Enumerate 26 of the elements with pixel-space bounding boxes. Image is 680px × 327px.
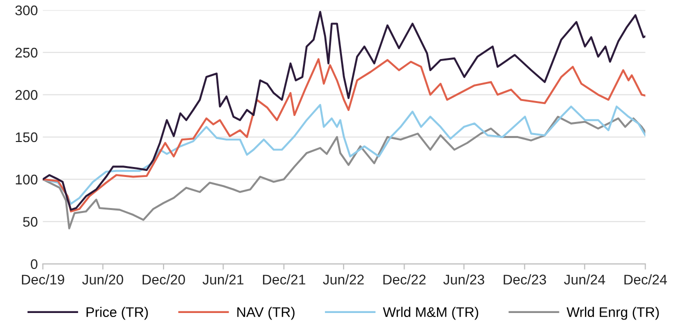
y-tick-label: 0 xyxy=(30,259,38,270)
x-tick-label: Dec/21 xyxy=(263,274,306,285)
x-tick-label: Dec/20 xyxy=(142,274,185,285)
y-tick-label: 250 xyxy=(16,48,38,58)
line-series xyxy=(42,116,646,230)
x-tick-label: Dec/19 xyxy=(22,274,64,285)
y-tick-label: 150 xyxy=(16,132,38,142)
legend-label: Price (TR) xyxy=(86,306,148,320)
legend-label: Wrld M&M (TR) xyxy=(382,306,478,320)
x-tick-label: Dec/24 xyxy=(624,274,667,285)
x-tick-label: Jun/23 xyxy=(443,274,484,285)
x-tick-label: Jun/24 xyxy=(564,274,606,285)
x-tick-label: Dec/23 xyxy=(504,274,546,285)
legend-label: NAV (TR) xyxy=(237,306,294,320)
line-series xyxy=(42,10,646,211)
y-tick-label: 100 xyxy=(16,174,38,184)
x-tick-label: Jun/20 xyxy=(82,274,124,285)
x-tick-label: Jun/21 xyxy=(202,274,244,285)
y-tick-label: 50 xyxy=(23,216,38,227)
line-series xyxy=(42,104,646,205)
x-tick-label: Dec/22 xyxy=(383,274,426,285)
y-tick-label: 300 xyxy=(15,5,38,16)
y-tick-label: 200 xyxy=(16,90,38,100)
x-tick-label: Jun/22 xyxy=(322,274,364,285)
legend-label: Wrld Enrg (TR) xyxy=(566,306,659,320)
line-series xyxy=(42,58,646,212)
